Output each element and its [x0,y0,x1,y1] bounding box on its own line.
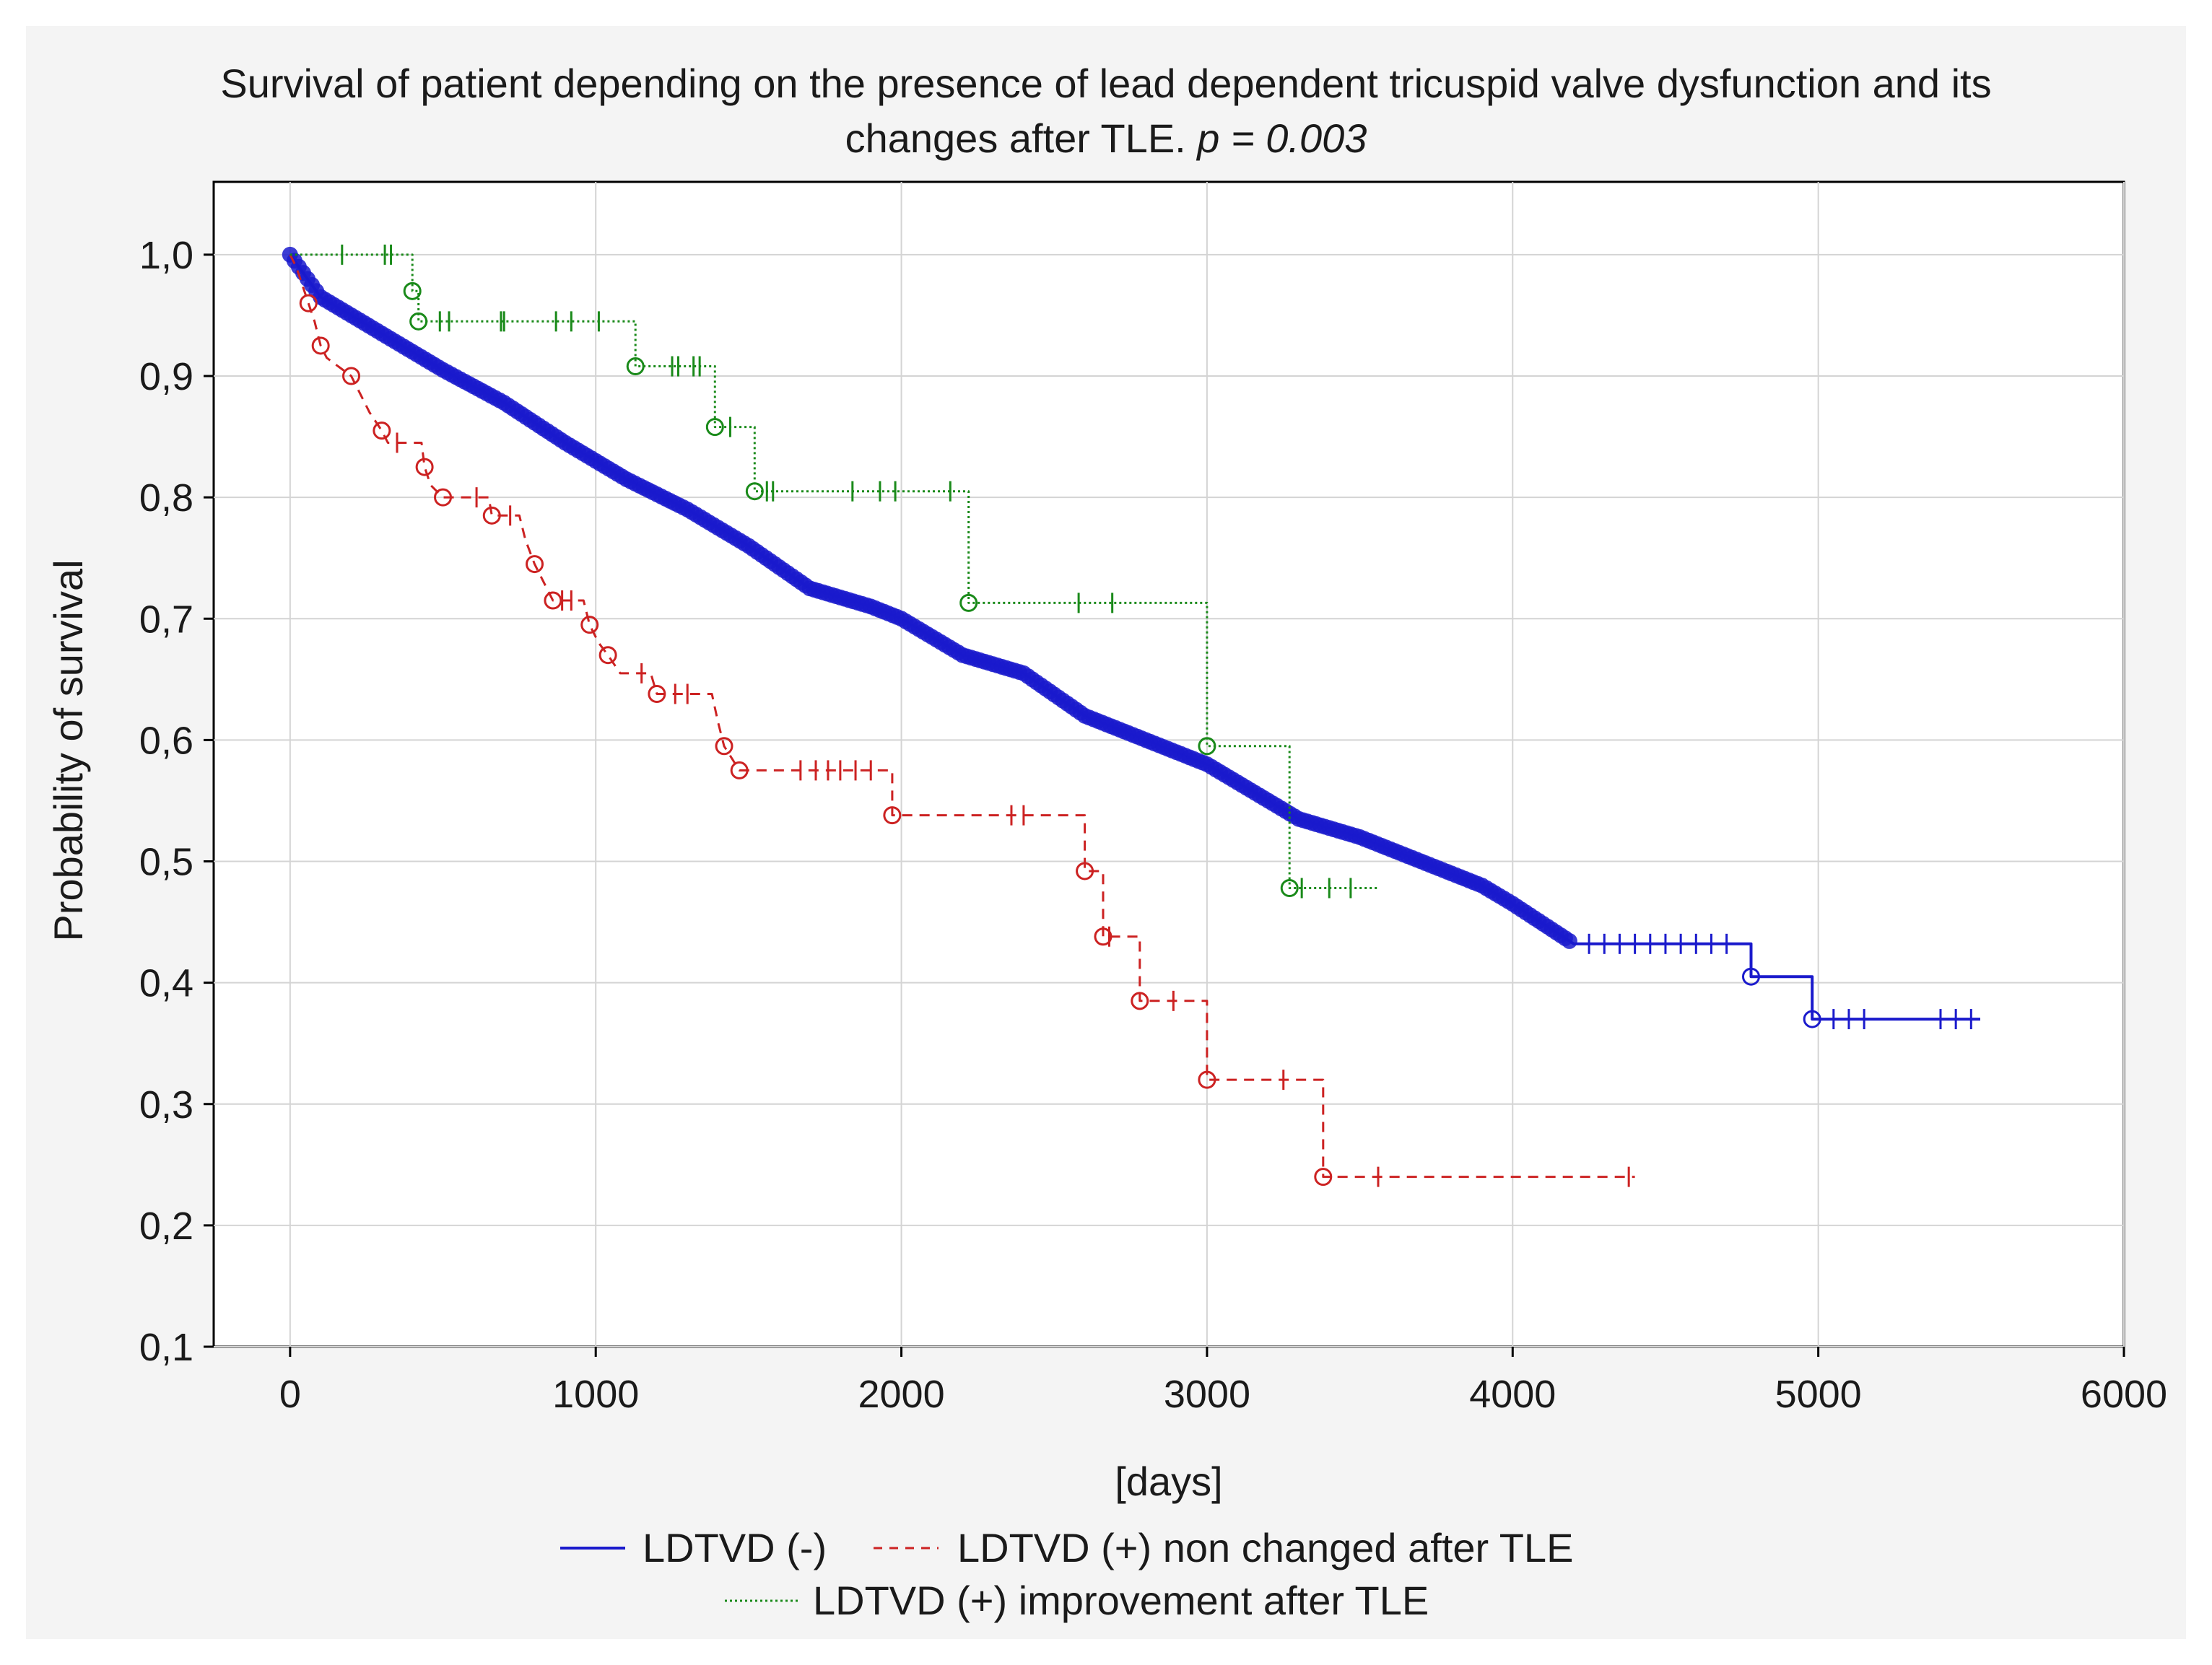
legend-label-ldtvd-negative: LDTVD (-) [643,1525,827,1570]
plot-area [212,180,2125,1348]
p-value: p = 0.003 [1197,115,1367,161]
legend-label-ldtvd-non-changed: LDTVD (+) non changed after TLE [957,1525,1573,1570]
y-tick-label: 0,5 [139,841,193,884]
event-marker-ldtvd-improvement [403,281,422,300]
axis-ticks: 0 1000 2000 3000 4000 5000 6000 0,1 0,2 0,3 0,4 0,5… [139,234,2167,1416]
y-tick-label: 0,3 [139,1083,193,1127]
x-tick-label: 0 [279,1373,301,1416]
event-marker-ldtvd-improvement [959,593,978,612]
grid [214,182,2125,1347]
series-layer [282,244,1980,1187]
x-tick-label: 6000 [2081,1373,2167,1416]
x-tick-label: 1000 [552,1373,639,1416]
chart-title-line-1: Survival of patient depending on the pre… [220,61,1992,106]
y-tick-label: 0,7 [139,598,193,641]
event-marker-ldtvd-improvement [1198,737,1216,756]
event-marker-ldtvd-non-changed [1198,1070,1216,1089]
legend: LDTVD (-) LDTVD (+) non changed after TL… [560,1525,1573,1623]
x-tick-label: 3000 [1164,1373,1250,1416]
event-marker-ldtvd-non-changed [482,506,501,525]
event-marker-ldtvd-negative [1742,967,1761,986]
y-tick-label: 0,8 [139,476,193,520]
x-tick-label: 2000 [858,1373,944,1416]
event-marker-ldtvd-non-changed [883,806,902,825]
series-ldtvd-negative [282,246,1980,1030]
event-marker-ldtvd-non-changed [730,761,749,779]
legend-label-ldtvd-improvement: LDTVD (+) improvement after TLE [813,1578,1429,1623]
event-marker-ldtvd-improvement [626,357,645,376]
event-marker-ldtvd-non-changed [526,555,544,574]
y-tick-label: 1,0 [139,234,193,277]
event-marker-ldtvd-non-changed [1076,862,1094,880]
chart-title-line-2-text: changes after TLE. [845,115,1198,161]
y-tick-label: 0,1 [139,1326,193,1369]
series-line-ldtvd-non-changed [289,254,1635,1179]
event-marker-ldtvd-non-changed [342,367,361,385]
x-axis-title: [days] [1115,1459,1222,1504]
event-marker-ldtvd-improvement [745,482,764,501]
event-marker-ldtvd-improvement [1280,878,1299,897]
event-marker-ldtvd-non-changed [598,646,617,665]
event-marker-ldtvd-non-changed [1314,1168,1333,1187]
event-marker-ldtvd-improvement [409,312,428,331]
y-tick-label: 0,2 [139,1205,193,1248]
event-marker-ldtvd-non-changed [715,737,733,756]
event-marker-ldtvd-non-changed [1094,927,1112,946]
event-marker-ldtvd-non-changed [373,421,391,440]
y-axis-title: Probability of survival [45,559,91,941]
series-ldtvd-improvement [289,244,1378,899]
series-ldtvd-non-changed [289,254,1635,1187]
event-marker-ldtvd-negative [1803,1010,1821,1028]
event-marker-ldtvd-non-changed [648,684,666,703]
event-marker-ldtvd-non-changed [415,458,434,476]
event-marker-ldtvd-improvement [705,418,724,437]
y-tick-label: 0,4 [139,962,193,1005]
event-marker-ldtvd-non-changed [580,616,599,634]
y-tick-label: 0,6 [139,719,193,762]
x-tick-label: 5000 [1775,1373,1862,1416]
chart-title-line-2: changes after TLE. p = 0.003 [26,111,2186,166]
event-marker-ldtvd-non-changed [1131,992,1149,1010]
x-tick-label: 4000 [1469,1373,1556,1416]
event-marker-ldtvd-non-changed [299,294,318,313]
event-marker-ldtvd-non-changed [434,488,453,507]
y-tick-label: 0,9 [139,355,193,398]
series-line-ldtvd-improvement [289,253,1378,889]
event-marker-ldtvd-negative [1561,932,1577,949]
event-marker-ldtvd-non-changed [544,591,562,610]
event-marker-ldtvd-non-changed [311,336,330,355]
